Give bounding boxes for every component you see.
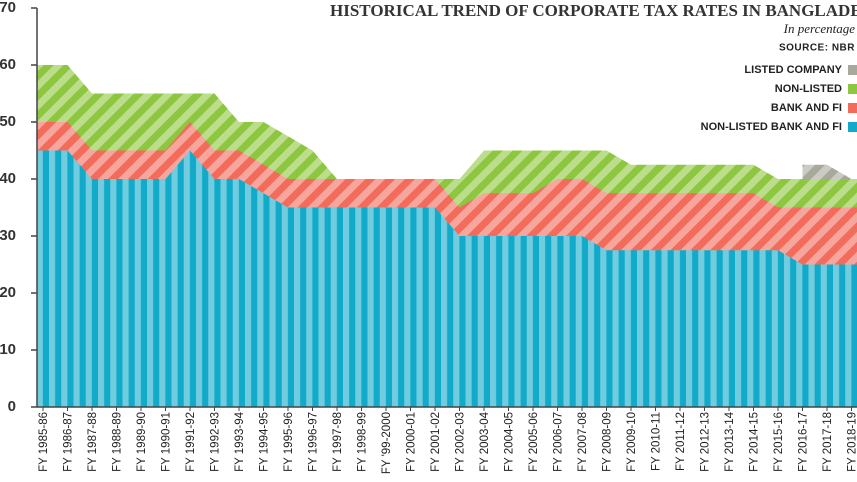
x-tick-label: FY 1994-95 <box>259 412 271 472</box>
y-tick-label: 20 <box>0 284 16 301</box>
x-tick-label: FY 1989-90 <box>136 412 148 472</box>
legend-swatch <box>848 65 857 75</box>
area <box>37 150 857 407</box>
x-tick-label: FY 2014-15 <box>749 412 761 472</box>
x-tick-label: FY 1992-93 <box>210 412 222 472</box>
x-tick-label: FY 1987-88 <box>87 412 99 472</box>
legend-swatch <box>848 122 857 132</box>
y-tick-label: 40 <box>0 170 16 187</box>
x-tick-label: FY 1990-91 <box>161 412 173 472</box>
x-tick-label: FY 2000-01 <box>406 412 418 472</box>
x-tick-label: FY 2010-11 <box>651 412 663 471</box>
plot-areas <box>37 65 857 407</box>
legend-label: LISTED COMPANY <box>744 64 842 76</box>
x-tick-label: FY 2008-09 <box>602 412 614 472</box>
x-tick-label: FY 2004-05 <box>504 412 516 472</box>
x-tick-label: FY 1995-96 <box>283 412 295 472</box>
x-tick-label: FY 1986-87 <box>63 412 75 472</box>
x-tick-label: FY 1988-89 <box>112 412 124 472</box>
x-tick-label: FY 2002-03 <box>455 412 467 472</box>
x-tick-label: FY 1985-86 <box>38 412 50 472</box>
x-tick-label: FY 2001-02 <box>430 412 442 472</box>
legend: LISTED COMPANY NON-LISTED BANK AND FI NON-L… <box>701 64 857 133</box>
y-tick-label: 70 <box>0 0 16 16</box>
y-tick-label: 50 <box>0 113 16 130</box>
legend-label: BANK AND FI <box>771 102 842 114</box>
x-tick-label: FY 2016-17 <box>798 412 810 472</box>
x-tick-label: FY 2018-19 <box>847 412 857 472</box>
x-tick-label: FY 2006-07 <box>553 412 565 472</box>
legend-label: NON-LISTED BANK AND FI <box>701 121 842 133</box>
legend-swatch <box>848 103 857 113</box>
source: SOURCE: NBR <box>779 43 855 54</box>
chart-title: HISTORICAL TREND OF CORPORATE TAX RATES … <box>330 1 857 20</box>
x-tick-label: FY 1998-99 <box>357 412 369 472</box>
x-tick-label: FY 2003-04 <box>479 411 491 471</box>
x-tick-label: FY 1997-98 <box>332 412 344 472</box>
x-tick-label: FY 2013-14 <box>724 411 736 471</box>
x-tick-label: FY 2009-10 <box>626 412 638 472</box>
x-tick-label: FY 1996-97 <box>308 412 320 472</box>
x-tick-label: FY 1991-92 <box>185 412 197 472</box>
x-tick-label: FY 2017-18 <box>822 412 834 472</box>
x-tick-label: FY 2011-12 <box>675 412 687 471</box>
legend-label: NON-LISTED <box>775 83 842 95</box>
x-tick-label: FY 2007-08 <box>577 412 589 472</box>
y-tick-label: 30 <box>0 227 16 244</box>
y-tick-label: 0 <box>8 398 16 415</box>
x-tick-label: FY '99-2000 <box>381 412 393 474</box>
subtitle: In percentage <box>783 21 856 36</box>
x-tick-label: FY 2012-13 <box>700 412 712 472</box>
legend-swatch <box>848 84 857 94</box>
y-tick-label: 10 <box>0 341 16 358</box>
y-tick-label: 60 <box>0 56 16 73</box>
x-tick-label: FY 2015-16 <box>773 412 785 472</box>
x-tick-label: FY 2005-06 <box>528 412 540 472</box>
x-tick-label: FY 1993-94 <box>234 411 246 471</box>
